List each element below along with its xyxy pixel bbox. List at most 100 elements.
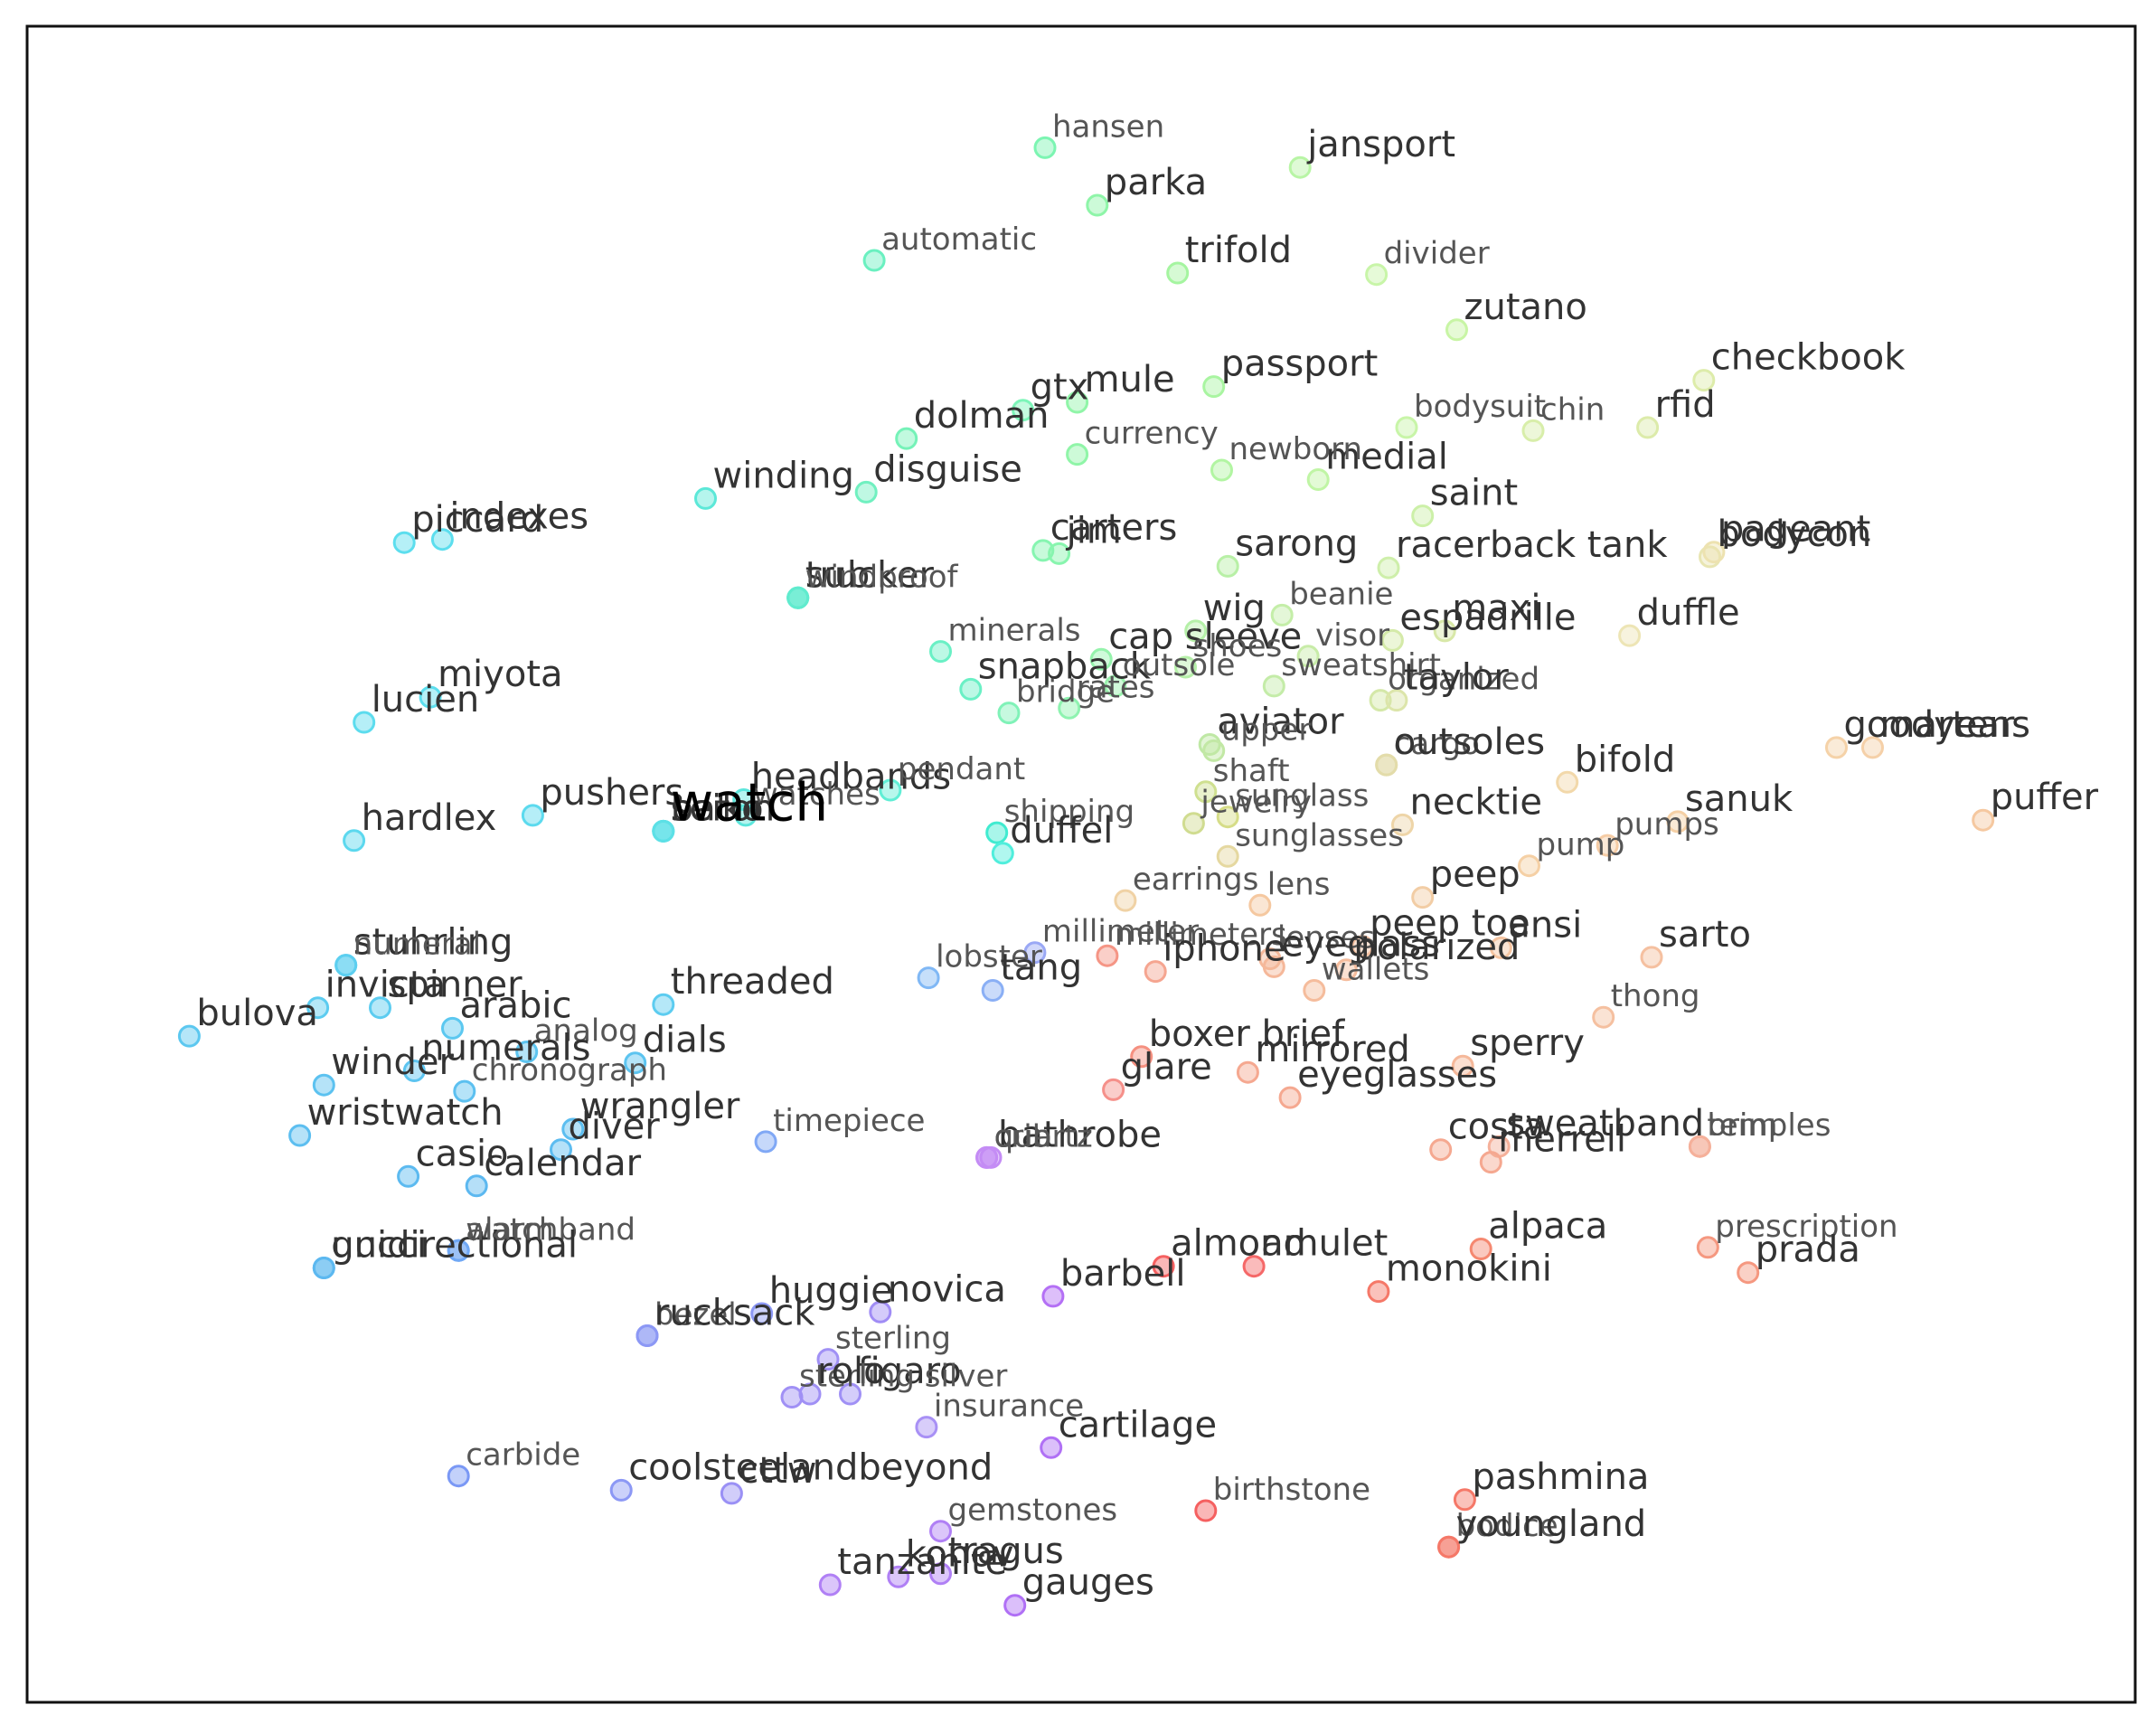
point-coolsteelandbeyond: [609, 1478, 633, 1502]
label-racerback-tank: racerback tank: [1396, 524, 1668, 566]
point-newborn: [1210, 458, 1233, 482]
point-wallets: [1303, 979, 1326, 1002]
label-parka: parka: [1105, 162, 1207, 203]
point-indexes: [430, 528, 454, 551]
point-dials: [624, 1051, 647, 1075]
point-lucien: [353, 711, 376, 734]
point-rates: [1058, 696, 1081, 720]
point-duffel: [991, 842, 1014, 865]
label-gtx: gtx: [1031, 367, 1089, 409]
label-hardlex: hardlex: [362, 797, 497, 839]
label-sunglass: sunglass: [1235, 778, 1369, 815]
point-threaded: [652, 993, 675, 1016]
label-saint: saint: [1430, 473, 1519, 514]
point-sarto: [1640, 946, 1663, 969]
label-lucien: lucien: [372, 679, 480, 721]
point-watches: [734, 804, 758, 827]
label-sub: sub: [805, 554, 871, 596]
label-cap-sleeve: cap sleeve: [1108, 616, 1302, 657]
label-lens: lens: [1267, 866, 1331, 902]
label-gucci: gucci: [331, 1225, 427, 1267]
label-jansport: jansport: [1306, 124, 1455, 165]
point-eyeglass: [1262, 955, 1285, 978]
point-costa: [1429, 1138, 1453, 1162]
label-novica: novica: [888, 1268, 1006, 1310]
label-bezel: bezel: [654, 1297, 737, 1333]
label-timepiece: timepiece: [773, 1103, 925, 1139]
point-sanuk: [1666, 810, 1690, 834]
label-seiko: seiko: [671, 787, 764, 829]
label-cartilage: cartilage: [1059, 1404, 1217, 1446]
label-watches: watches: [753, 777, 880, 813]
point-analog: [515, 1041, 539, 1063]
point-shoes: [1174, 655, 1197, 679]
label-dials: dials: [643, 1020, 727, 1061]
label-konov: konov: [906, 1533, 1014, 1575]
point-tragus: [929, 1562, 952, 1586]
point-puffer: [1972, 808, 1995, 832]
point-sarong: [1216, 554, 1239, 578]
point-barbell: [1041, 1285, 1065, 1308]
plot-frame: [25, 24, 2137, 1704]
label-watch: watch: [671, 771, 828, 833]
label-analog: analog: [534, 1013, 638, 1050]
label-arabic: arabic: [460, 984, 572, 1026]
point-saint: [1411, 504, 1435, 528]
label-baton: baton: [671, 787, 775, 829]
label-tang: tang: [1000, 947, 1082, 989]
point-dolman: [895, 427, 918, 450]
label-earrings: earrings: [1133, 862, 1258, 898]
label-pumps: pumps: [1615, 806, 1719, 843]
label-automatic: automatic: [881, 221, 1037, 258]
point-shipping: [985, 821, 1009, 844]
label-cttw: cttw: [739, 1450, 816, 1492]
point-timepiece: [754, 1130, 777, 1154]
label-boxer-brief: boxer brief: [1149, 1013, 1345, 1055]
point-piccard: [392, 531, 416, 554]
label-huggie: huggie: [769, 1270, 893, 1312]
point-iphone: [1144, 960, 1167, 984]
label-crib: crib: [994, 1118, 1052, 1154]
point-divider: [1365, 263, 1389, 287]
label-tragus: tragus: [948, 1531, 1064, 1572]
label-sanuk: sanuk: [1685, 778, 1794, 820]
label-disguise: disguise: [873, 448, 1022, 490]
point-thong: [1592, 1005, 1615, 1029]
word-labels: hansen jansport parka automatic trifold divid…: [196, 108, 2098, 1603]
point-watch: [652, 819, 675, 843]
label-divider: divider: [1384, 236, 1490, 272]
point-boxer-brief: [1130, 1045, 1153, 1069]
point-upper: [1202, 739, 1226, 762]
point-crib: [975, 1145, 999, 1169]
point-checkbook: [1692, 369, 1716, 392]
point-martens: [1861, 736, 1884, 759]
label-medial: medial: [1325, 437, 1448, 478]
label-gauges: gauges: [1022, 1562, 1154, 1604]
label-millimeter: millimeter: [1042, 914, 1199, 950]
label-calendar: calendar: [484, 1143, 641, 1184]
point-millimeters: [1096, 944, 1119, 967]
label-wristwatch: wristwatch: [307, 1092, 504, 1134]
label-puffer: puffer: [1991, 777, 2099, 818]
label-threaded: threaded: [671, 961, 834, 1003]
label-duffel: duffel: [1010, 810, 1113, 852]
point-peep: [1411, 886, 1435, 909]
point-outsoles: [1375, 753, 1398, 777]
label-prescription: prescription: [1715, 1209, 1897, 1245]
point-eyeglasses: [1278, 1086, 1302, 1109]
point-unidirectional: [312, 1257, 335, 1279]
point-amulet: [1242, 1255, 1266, 1278]
label-outsole: outsole: [1123, 647, 1236, 683]
point-bifold: [1556, 770, 1579, 794]
point-bodysuit: [1395, 416, 1418, 439]
label-zutano: zutano: [1464, 287, 1587, 328]
point-spinner: [369, 996, 391, 1020]
point-jansport: [1288, 155, 1312, 179]
point-gauges: [1003, 1594, 1027, 1617]
point-pumps: [1596, 834, 1619, 857]
label-winder: winder: [331, 1041, 454, 1083]
label-checkbook: checkbook: [1711, 337, 1906, 379]
label-unidirectional: unidirectional: [331, 1225, 578, 1267]
label-bodysuit: bodysuit: [1414, 389, 1546, 425]
point-pump: [1518, 854, 1540, 878]
